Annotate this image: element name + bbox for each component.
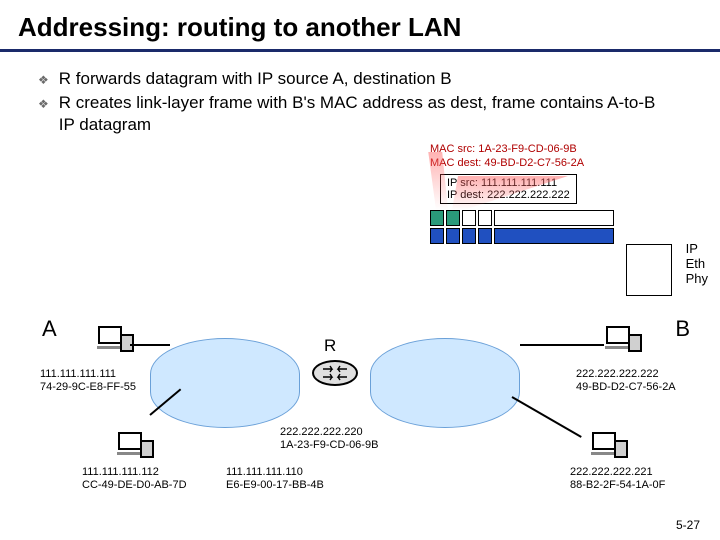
lan-b-label: B xyxy=(675,316,690,342)
pc-icon xyxy=(116,432,154,462)
pc-icon xyxy=(96,326,134,356)
lan-cloud-left xyxy=(150,338,300,428)
router-left-addr: 111.111.111.110E6-E9-00-17-BB-4B xyxy=(226,466,324,491)
bullet-item: ❖ R forwards datagram with IP source A, … xyxy=(38,68,720,90)
pc-icon xyxy=(590,432,628,462)
pc-icon xyxy=(604,326,642,356)
stack-phy: Phy xyxy=(686,272,708,287)
stack-eth: Eth xyxy=(686,257,708,272)
bullet-list: ❖ R forwards datagram with IP source A, … xyxy=(0,62,720,136)
router-right-addr: 222.222.222.2201A-23-F9-CD-06-9B xyxy=(280,426,378,451)
slide-title: Addressing: routing to another LAN xyxy=(0,0,720,49)
title-underline xyxy=(0,49,720,52)
host-b2-addr: 222.222.222.22188-B2-2F-54-1A-0F xyxy=(570,466,665,491)
mac-dst-label: MAC dest: 49-BD-D2-C7-56-2A xyxy=(430,157,584,169)
slide-number: 5-27 xyxy=(676,518,700,532)
host-b-addr: 222.222.222.22249-BD-D2-C7-56-2A xyxy=(576,368,676,393)
bullet-text: R forwards datagram with IP source A, de… xyxy=(59,68,452,90)
ip-src-label: IP src: 111.111.111.111 xyxy=(447,177,570,189)
bullet-icon: ❖ xyxy=(38,97,49,111)
host-a-addr: 111.111.111.11174-29-9C-E8-FF-55 xyxy=(40,368,136,393)
bullet-text: R creates link-layer frame with B's MAC … xyxy=(59,92,669,136)
bullet-item: ❖ R creates link-layer frame with B's MA… xyxy=(38,92,720,136)
lan-a-label: A xyxy=(42,316,57,342)
lan-cloud-right xyxy=(370,338,520,428)
host-a2-addr: 111.111.111.112CC-49-DE-D0-AB-7D xyxy=(82,466,187,491)
mac-src-label: MAC src: 1A-23-F9-CD-06-9B xyxy=(430,143,577,155)
stack-ip: IP xyxy=(686,242,708,257)
protocol-stack-labels: IP Eth Phy xyxy=(686,242,708,287)
router-label: R xyxy=(324,336,336,356)
stack-box xyxy=(626,244,672,296)
bullet-icon: ❖ xyxy=(38,73,49,87)
router-icon xyxy=(312,360,358,386)
ip-dst-label: IP dest: 222.222.222.222 xyxy=(447,189,570,201)
frame-stack xyxy=(430,210,614,244)
